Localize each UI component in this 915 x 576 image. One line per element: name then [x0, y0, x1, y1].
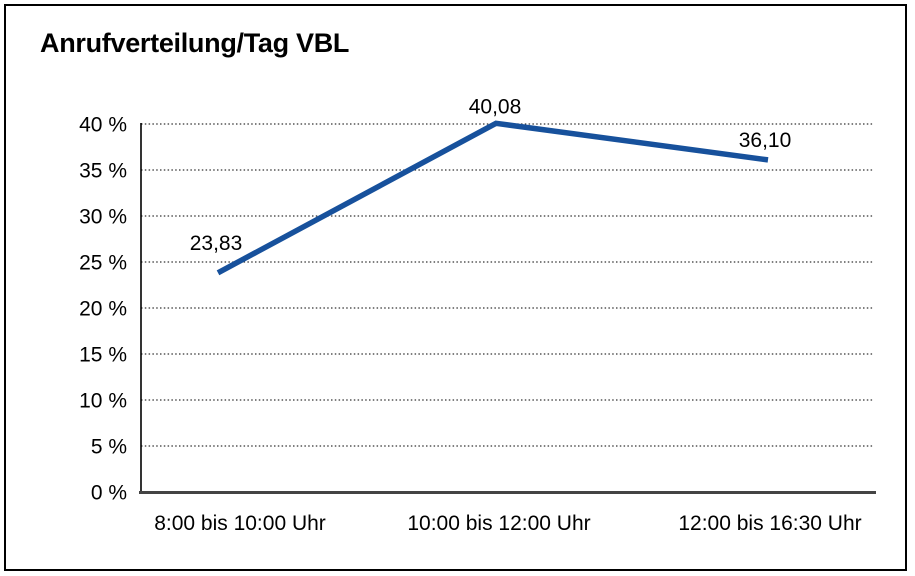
x-category-label: 8:00 bis 10:00 Uhr [154, 512, 326, 535]
y-tick-label: 25 % [79, 252, 127, 275]
chart-title: Anrufverteilung/Tag VBL [40, 28, 350, 58]
y-tick-label: 40 % [79, 114, 127, 137]
y-tick-label: 35 % [79, 160, 127, 183]
y-tick-label: 15 % [79, 344, 127, 367]
value-label: 23,83 [190, 232, 243, 255]
x-category-label: 10:00 bis 12:00 Uhr [407, 512, 590, 535]
series-line [216, 120, 769, 276]
y-tick-label: 5 % [91, 436, 127, 459]
y-tick-label: 30 % [79, 206, 127, 229]
y-tick-label: 20 % [79, 298, 127, 321]
y-tick-label: 10 % [79, 390, 127, 413]
value-label: 36,10 [739, 129, 792, 152]
value-label: 40,08 [469, 95, 522, 118]
y-tick-label: 0 % [91, 482, 127, 505]
x-category-label: 12:00 bis 16:30 Uhr [678, 512, 861, 535]
